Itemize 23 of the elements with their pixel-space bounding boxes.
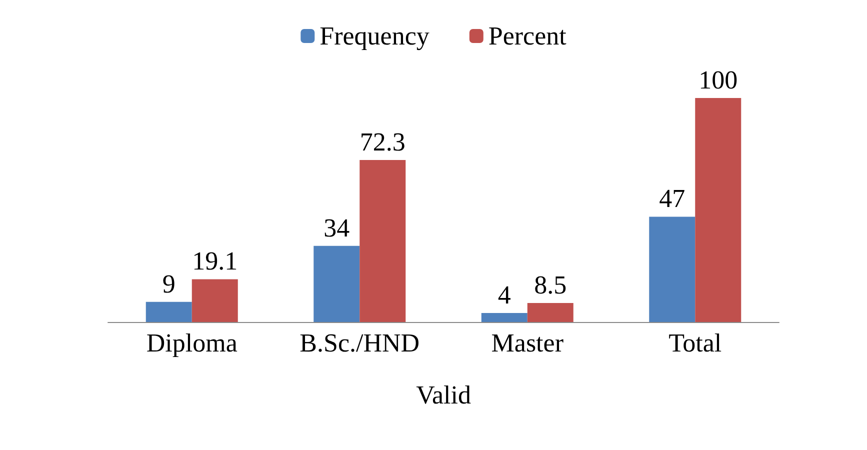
data-label: 9 [162, 269, 176, 298]
bar [527, 302, 574, 322]
data-label: 4 [498, 280, 511, 310]
data-label: 34 [324, 213, 350, 242]
x-tick-label: B.Sc./HND [300, 328, 420, 358]
bar [146, 302, 192, 322]
data-label: 8.5 [534, 270, 567, 300]
data-label: 47 [659, 184, 686, 214]
data-label: 72.3 [360, 128, 406, 157]
bar [192, 279, 238, 322]
x-tick-label: Diploma [146, 328, 238, 358]
bar [314, 246, 360, 322]
legend-label: Percent [488, 22, 568, 50]
x-tick-label: Master [491, 328, 564, 358]
legend-label: Frequency [320, 22, 430, 50]
data-label: 100 [698, 66, 738, 94]
data-label: 19.1 [192, 246, 238, 276]
bar [360, 160, 406, 322]
x-tick-label: Total [668, 328, 722, 358]
bar [695, 98, 742, 322]
bar [481, 313, 528, 322]
x-axis-title: Valid [416, 380, 471, 410]
bar [649, 216, 696, 322]
